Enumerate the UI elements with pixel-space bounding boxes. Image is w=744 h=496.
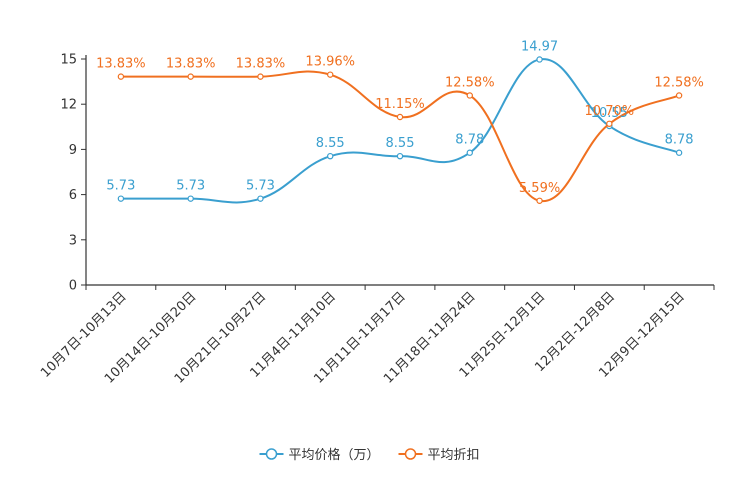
legend-label: 平均价格（万） xyxy=(289,447,380,463)
data-label: 14.97 xyxy=(521,39,558,54)
data-point[interactable] xyxy=(117,73,125,80)
data-point[interactable] xyxy=(396,113,404,121)
series-line-price xyxy=(120,58,680,204)
legend-item-discount[interactable]: 平均折扣 xyxy=(398,448,480,463)
data-point[interactable] xyxy=(327,152,334,160)
y-tick-label: 15 xyxy=(60,53,77,68)
data-point[interactable] xyxy=(675,92,683,99)
data-labels-layer: 5.73 5.73 5.73 8.55 8.55 8.78 14.97 10.55 8.78 13… xyxy=(96,39,704,195)
legend-marker-icon xyxy=(265,448,278,460)
data-label: 11.15% xyxy=(375,97,425,112)
series-line-discount xyxy=(120,70,680,202)
data-label: 13.83% xyxy=(166,57,216,72)
data-label: 5.73 xyxy=(246,179,275,194)
data-label: 12.58% xyxy=(445,75,495,90)
data-label: 13.83% xyxy=(236,57,286,72)
y-tick-label: 0 xyxy=(69,279,77,294)
legend-marker-icon xyxy=(404,448,417,460)
legend-item-price[interactable]: 平均价格（万） xyxy=(259,447,380,463)
data-point[interactable] xyxy=(327,71,334,78)
data-point[interactable] xyxy=(396,152,404,160)
data-label: 5.73 xyxy=(176,179,205,194)
data-point[interactable] xyxy=(257,73,264,80)
data-label: 10.70% xyxy=(585,104,635,119)
data-label: 13.96% xyxy=(305,55,355,70)
data-point[interactable] xyxy=(117,195,125,202)
legend-label: 平均折扣 xyxy=(428,448,480,463)
y-tick-label: 12 xyxy=(60,98,77,113)
series-layer xyxy=(117,56,683,204)
y-tick-label: 3 xyxy=(69,233,77,248)
data-label: 8.55 xyxy=(316,136,345,151)
data-point[interactable] xyxy=(536,197,543,204)
data-point[interactable] xyxy=(606,120,613,127)
data-point[interactable] xyxy=(466,149,473,156)
data-point[interactable] xyxy=(536,56,543,63)
data-point[interactable] xyxy=(187,195,194,202)
legend[interactable]: 平均价格（万） 平均折扣 xyxy=(259,447,480,463)
data-label: 8.78 xyxy=(455,133,484,148)
data-point[interactable] xyxy=(675,149,683,156)
data-label: 5.73 xyxy=(106,179,135,194)
data-label: 13.83% xyxy=(96,57,146,72)
data-label: 10.55 xyxy=(591,106,628,121)
y-tick-label: 6 xyxy=(69,188,77,203)
data-label: 8.55 xyxy=(386,136,415,151)
data-point[interactable] xyxy=(187,73,194,80)
data-point[interactable] xyxy=(257,195,264,202)
data-point[interactable] xyxy=(466,92,473,99)
data-label: 8.78 xyxy=(665,133,694,148)
data-label: 5.59% xyxy=(519,181,560,196)
data-label: 12.58% xyxy=(654,75,704,90)
y-tick-label: 9 xyxy=(69,143,77,158)
